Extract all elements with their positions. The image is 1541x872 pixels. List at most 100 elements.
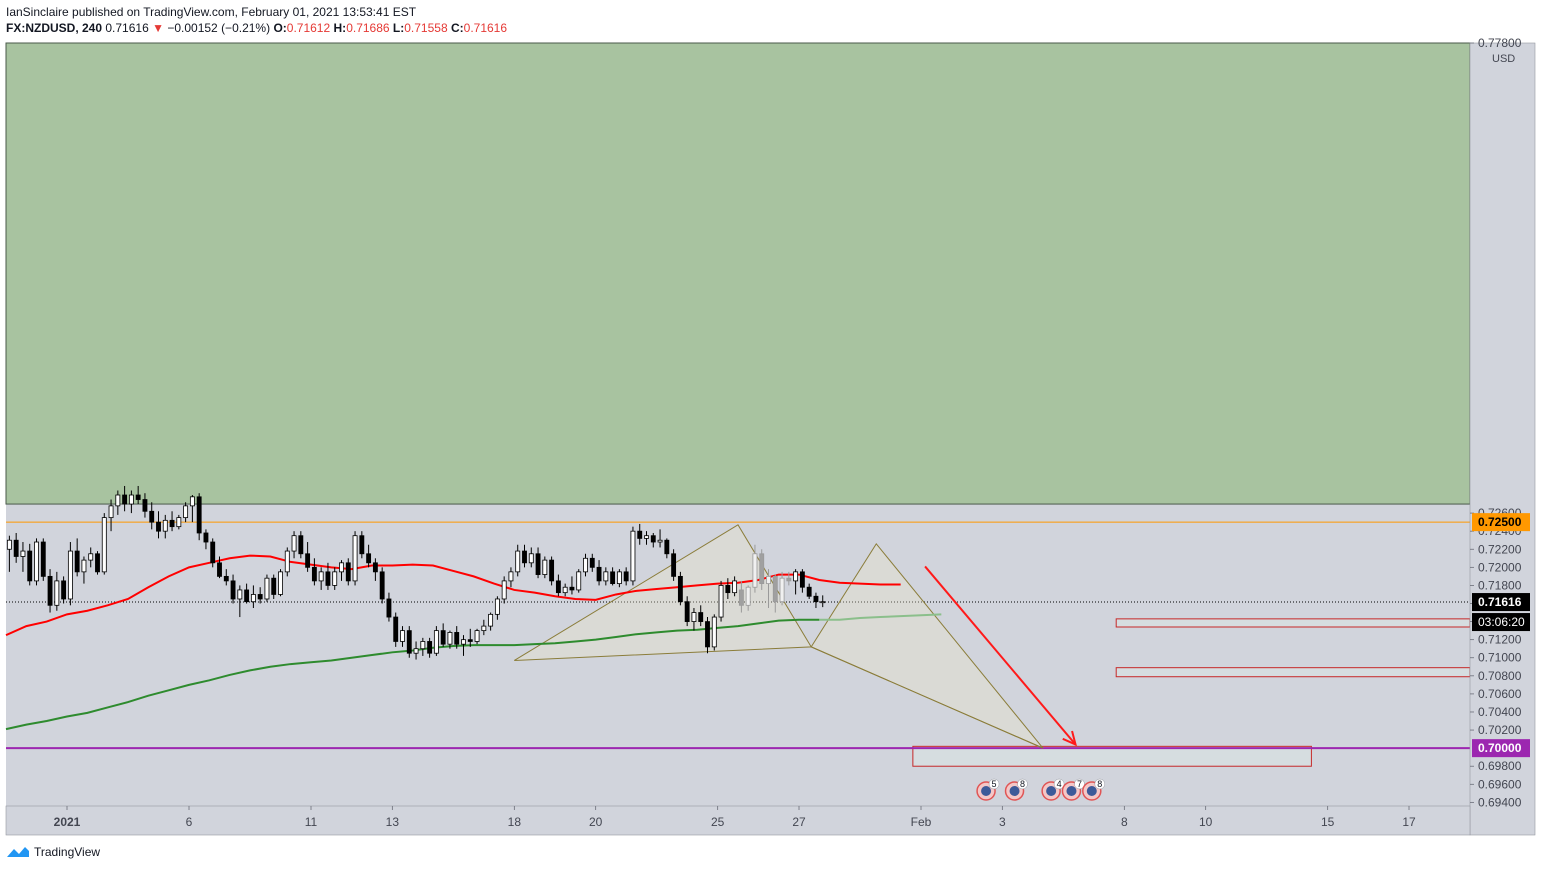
- candle: [230, 580, 236, 600]
- time-tick-label: 27: [792, 815, 806, 829]
- candle: [115, 494, 121, 507]
- top-supply-zone: [5, 42, 1471, 505]
- candle: [311, 566, 317, 582]
- candle: [352, 535, 358, 582]
- price-tick-label: 0.69400: [1478, 795, 1522, 809]
- symbol-name[interactable]: FX:NZDUSD, 240: [6, 21, 103, 35]
- time-tick-label: Feb: [911, 815, 932, 829]
- candle: [623, 571, 629, 582]
- live-candle: [793, 571, 799, 582]
- target-zone: [912, 745, 1312, 767]
- candle: [61, 580, 67, 600]
- candle: [610, 571, 616, 585]
- candle: [393, 616, 399, 642]
- candle: [725, 585, 731, 594]
- tradingview-logo-icon[interactable]: [6, 845, 30, 859]
- candle: [494, 598, 500, 615]
- candle: [81, 559, 87, 573]
- zone-1: [1115, 618, 1471, 628]
- ghost-candle: [738, 589, 744, 606]
- ma-line-2: [819, 613, 942, 621]
- time-tick-label: 20: [589, 815, 603, 829]
- candle: [244, 589, 250, 603]
- candle: [34, 541, 39, 582]
- candle: [74, 550, 80, 573]
- time-tick-label: 10: [1199, 815, 1213, 829]
- candle: [705, 621, 710, 648]
- candle: [13, 539, 19, 557]
- candle: [54, 580, 60, 606]
- candle: [298, 535, 304, 555]
- time-axis: [5, 805, 1471, 836]
- candle: [95, 553, 100, 573]
- high-label: H:: [333, 21, 347, 35]
- price-tick-label: 0.70200: [1478, 723, 1522, 737]
- candle: [664, 539, 670, 555]
- footer-brand[interactable]: TradingView: [34, 845, 101, 859]
- time-tick-label: 11: [305, 815, 318, 829]
- high-value: 0.71686: [346, 21, 390, 35]
- candle: [461, 639, 466, 645]
- candle: [677, 575, 683, 603]
- price-tick-label: 0.72200: [1478, 542, 1522, 556]
- last-price-price-label-bg: [1472, 593, 1530, 612]
- candle: [515, 550, 521, 573]
- close-value: 0.71616: [463, 21, 508, 35]
- candle: [555, 580, 561, 594]
- candle: [454, 632, 460, 645]
- candle: [542, 559, 548, 575]
- candle: [278, 571, 283, 595]
- projection-arrow-head: [1062, 730, 1078, 747]
- projection-arrow: [924, 565, 1077, 746]
- price-tick-label: 0.70600: [1478, 687, 1522, 701]
- candle: [128, 494, 134, 505]
- event-count-badge: [1074, 778, 1085, 790]
- candle: [420, 641, 426, 650]
- candle: [257, 594, 263, 600]
- down-arrow-icon: ▼: [152, 21, 164, 35]
- candle: [684, 601, 690, 622]
- candle: [142, 499, 148, 512]
- candle: [366, 553, 372, 564]
- price-tick-label: 0.69800: [1478, 759, 1522, 773]
- event-count: 8: [1097, 779, 1102, 789]
- candle: [318, 571, 324, 582]
- published-line: IanSinclaire published on TradingView.co…: [6, 5, 417, 19]
- event-count-badge: [1094, 778, 1106, 790]
- time-tick-label: 25: [711, 815, 725, 829]
- candle: [603, 571, 609, 582]
- event-flag-icon: [1086, 786, 1097, 796]
- candle: [237, 589, 243, 600]
- close-label: C:: [450, 21, 464, 35]
- resistance-price-label: 0.72500: [1478, 515, 1522, 529]
- candle: [671, 553, 677, 577]
- candle: [718, 585, 724, 618]
- zone-2: [1115, 667, 1471, 678]
- event-flag-icon: [1046, 786, 1057, 796]
- candle: [217, 562, 222, 577]
- candle: [535, 553, 541, 575]
- candle: [644, 535, 649, 539]
- event-flag-icon: [981, 786, 992, 796]
- candle: [189, 496, 195, 507]
- candle: [440, 630, 446, 645]
- time-tick-label: 6: [186, 815, 193, 829]
- candle: [122, 494, 128, 505]
- candle: [183, 505, 189, 519]
- candle: [589, 557, 595, 568]
- low-value: 0.71558: [404, 21, 448, 35]
- last-price-price-label: 0.71616: [1478, 595, 1522, 609]
- symbol-line: FX:NZDUSD, 240 0.71616 ▼ −0.00152 (−0.21…: [6, 20, 507, 36]
- candle: [325, 571, 331, 586]
- price-tick-label: 0.72000: [1478, 560, 1522, 574]
- time-tick-label: 17: [1402, 815, 1416, 829]
- candle: [149, 510, 155, 523]
- resistance-price-label-bg: [1472, 513, 1530, 532]
- ghost-candle: [786, 577, 792, 582]
- candle: [698, 612, 704, 622]
- pattern-bd: [810, 646, 1044, 749]
- candle: [6, 539, 12, 550]
- candle: [569, 586, 575, 591]
- candle: [291, 535, 297, 552]
